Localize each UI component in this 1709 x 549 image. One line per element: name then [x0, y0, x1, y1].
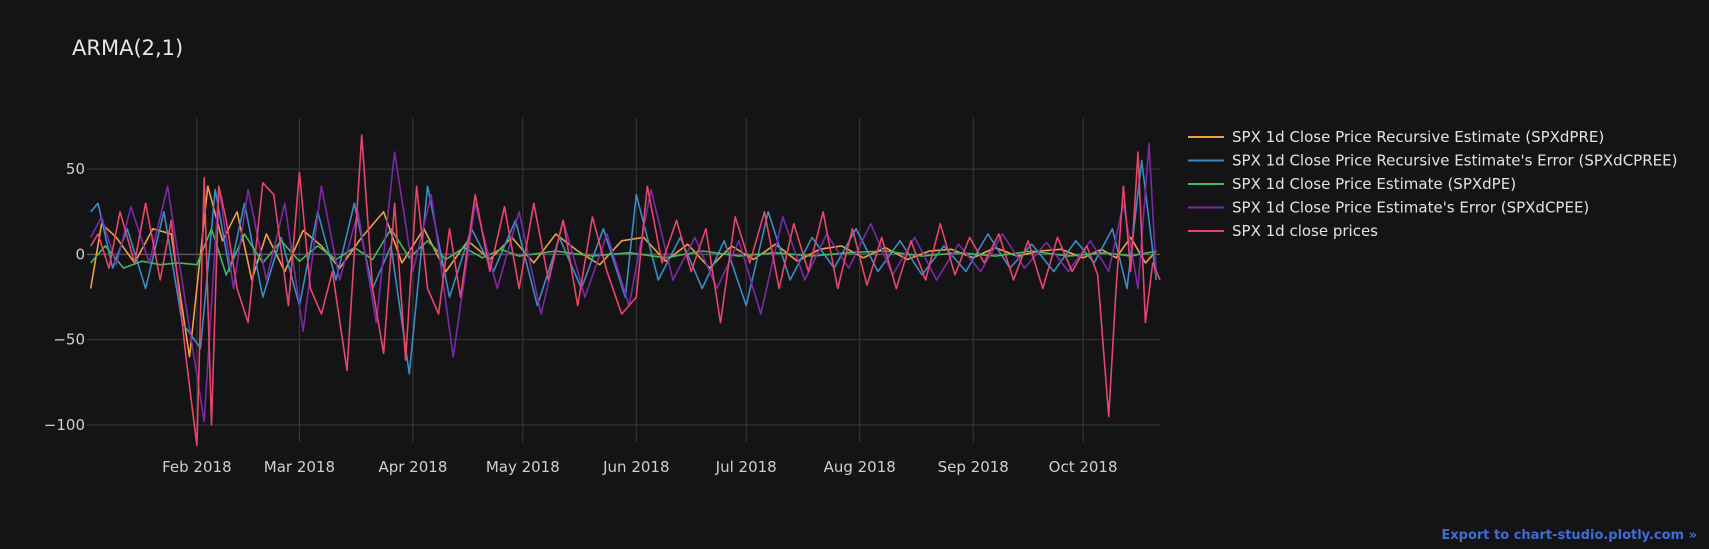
chart-title: ARMA(2,1): [72, 36, 183, 60]
legend[interactable]: SPX 1d Close Price Recursive Estimate (S…: [1188, 128, 1677, 240]
x-tick-label: Mar 2018: [264, 458, 335, 476]
x-tick-label: Oct 2018: [1049, 458, 1118, 476]
axis-ticks: Feb 2018 Mar 2018 Apr 2018 May 2018 Jun 2018…: [44, 160, 1118, 476]
gridlines: [87, 118, 1160, 442]
legend-label: SPX 1d Close Price Estimate's Error (SPX…: [1232, 199, 1589, 217]
legend-label: SPX 1d Close Price Recursive Estimate (S…: [1232, 128, 1604, 146]
y-tick-label: 50: [66, 160, 85, 178]
x-tick-label: Aug 2018: [824, 458, 896, 476]
series-line-1: [89, 185, 1157, 358]
legend-item-4[interactable]: SPX 1d Close Price Estimate's Error (SPX…: [1188, 199, 1589, 217]
y-tick-label: −50: [53, 331, 85, 349]
series-line-4: [89, 142, 1158, 423]
x-tick-label: Apr 2018: [378, 458, 447, 476]
export-link[interactable]: Export to chart-studio.plotly.com »: [1441, 528, 1697, 543]
y-tick-label: 0: [75, 245, 85, 263]
series-line-3: [90, 228, 1157, 276]
series-line-2: [90, 159, 1158, 375]
legend-label: SPX 1d Close Price Recursive Estimate's …: [1232, 152, 1677, 170]
legend-item-1[interactable]: SPX 1d Close Price Recursive Estimate (S…: [1188, 128, 1604, 146]
x-tick-label: Jul 2018: [715, 458, 777, 476]
legend-label: SPX 1d Close Price Estimate (SPXdPE): [1232, 175, 1516, 193]
x-tick-label: Feb 2018: [162, 458, 232, 476]
legend-item-3[interactable]: SPX 1d Close Price Estimate (SPXdPE): [1188, 175, 1516, 193]
series-line-5: [90, 134, 1161, 447]
x-tick-label: Sep 2018: [938, 458, 1009, 476]
series-layer: [89, 134, 1161, 447]
x-tick-label: Jun 2018: [602, 458, 669, 476]
legend-item-2[interactable]: SPX 1d Close Price Recursive Estimate's …: [1188, 152, 1677, 170]
legend-item-5[interactable]: SPX 1d close prices: [1188, 222, 1378, 240]
y-tick-label: −100: [44, 416, 85, 434]
legend-label: SPX 1d close prices: [1232, 222, 1378, 240]
x-tick-label: May 2018: [486, 458, 560, 476]
